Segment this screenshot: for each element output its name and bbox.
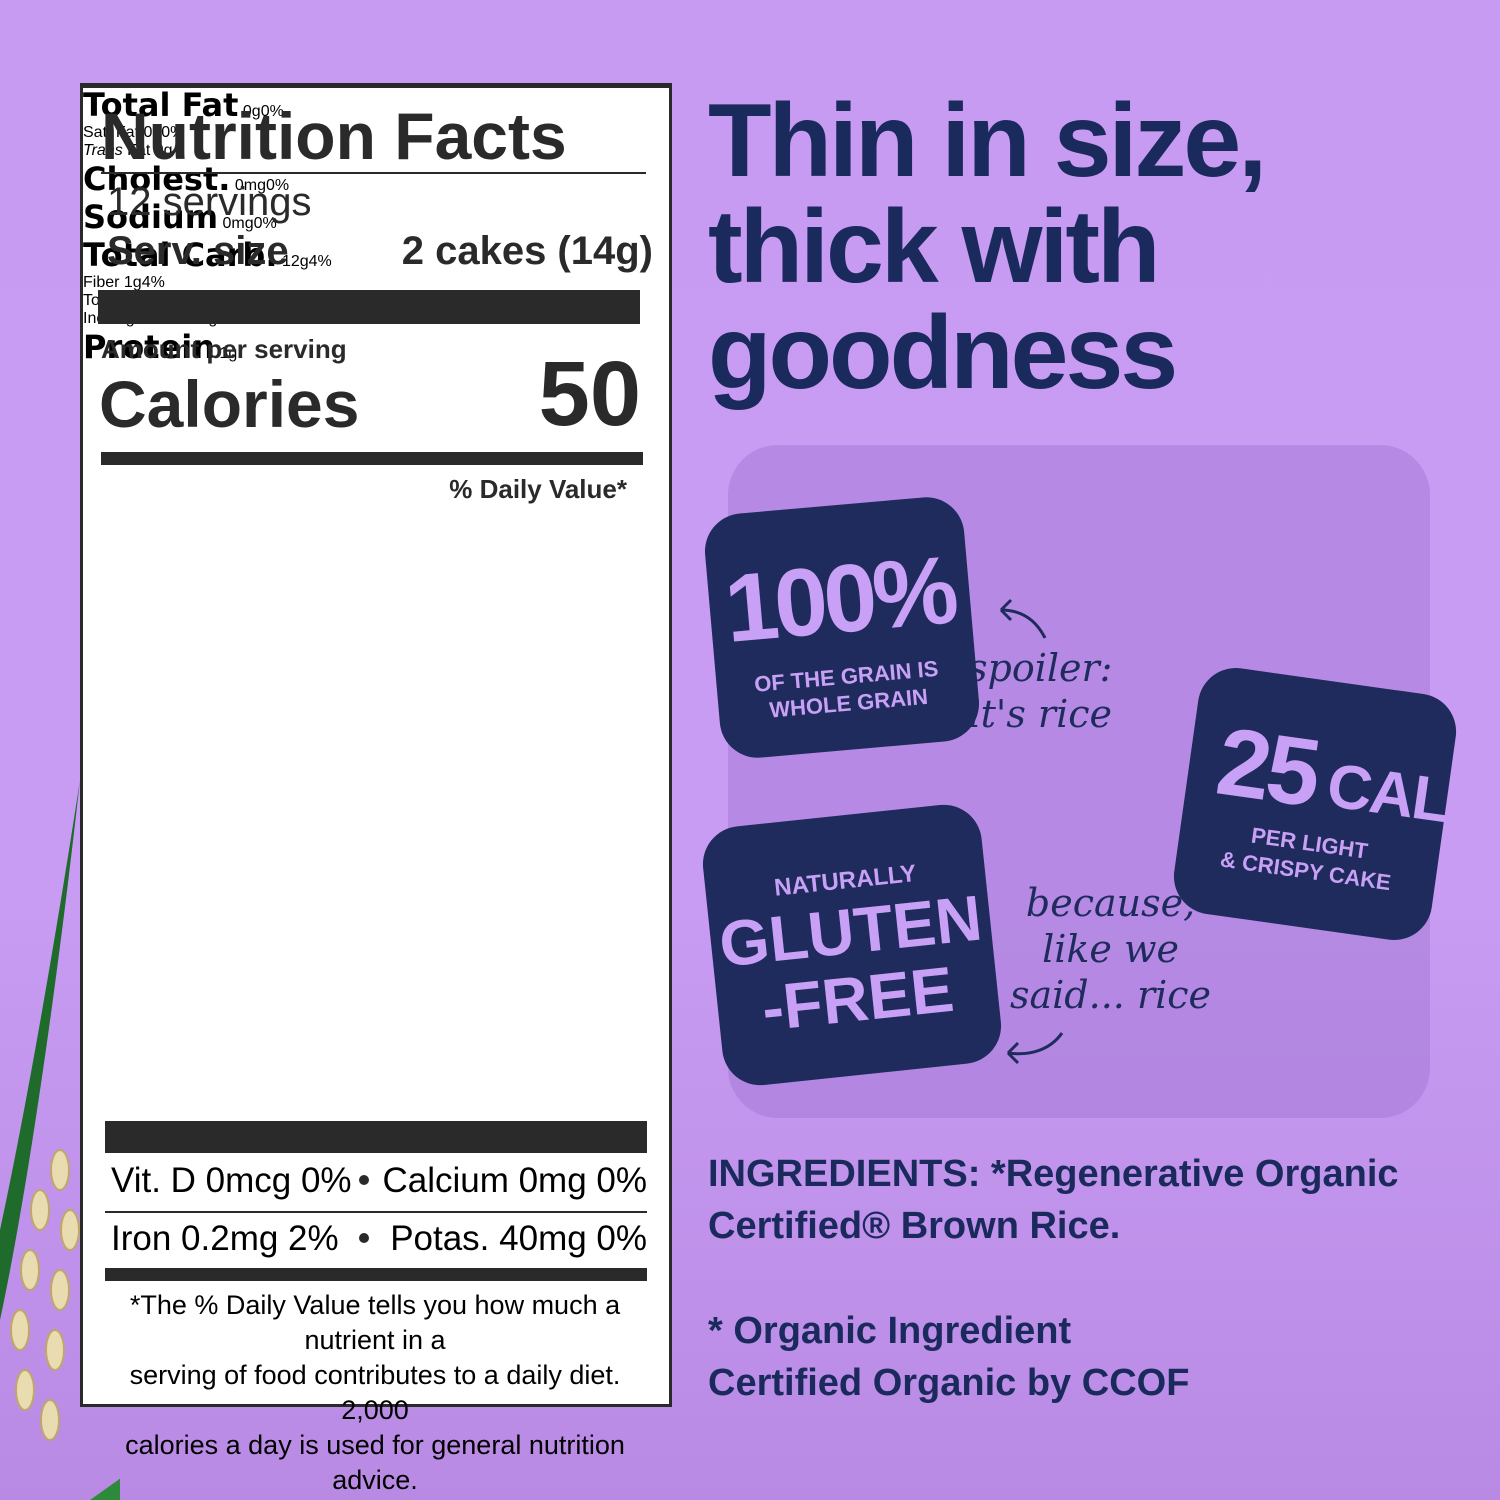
arrow	[1006, 1032, 1064, 1065]
rule	[101, 172, 646, 174]
servings: 12 servings	[107, 180, 312, 224]
bullet	[359, 1233, 369, 1243]
nutrient: Sat. Fat 0g	[83, 124, 161, 141]
headline-line: goodness	[708, 295, 1178, 411]
vitamin: Vit. D 0mcg 0%	[111, 1161, 352, 1200]
dv-header: % Daily Value*	[449, 474, 627, 504]
ingredients-note: * Organic Ingredient Certified Organic by…	[708, 1305, 1189, 1409]
line: Certified® Brown Rice.	[708, 1205, 1121, 1247]
amount-label: Amount per serving	[101, 334, 347, 364]
line: Certified Organic by CCOF	[708, 1362, 1190, 1404]
footnote-line: serving of food contributes to a daily d…	[129, 1360, 621, 1425]
nutrient-amount: 1g	[123, 274, 142, 291]
badge-unit: CAL	[1322, 750, 1453, 837]
rule	[101, 452, 643, 465]
nutrient-name: Trans	[83, 142, 123, 159]
line: spoiler:	[968, 646, 1113, 690]
nutrient-amount: 0mg	[234, 177, 266, 194]
nutrient-name: Total Fat	[83, 86, 239, 124]
nutrient: Total Carb. 12g	[83, 236, 309, 274]
serving-size-label: Serv. size	[107, 229, 289, 273]
nutrient: Protein 1g	[83, 328, 238, 366]
headline: Thin in size, thick with goodness	[708, 83, 1267, 411]
nutrient-name: Total Carb.	[83, 236, 278, 274]
headline-line: Thin in size,	[708, 83, 1267, 199]
footnote-line: calories a day is used for general nutri…	[125, 1430, 625, 1495]
footnote: *The % Daily Value tells you how much a …	[95, 1288, 655, 1498]
serving-size: 2 cakes (14g)	[401, 229, 653, 273]
nutrient-name: Sodium	[83, 198, 219, 236]
badge-whole-grain: 100% OF THE GRAIN IS WHOLE GRAIN	[701, 494, 983, 761]
nutrient-amount: 1g	[219, 345, 238, 362]
badge-note: spoiler: it's rice	[968, 645, 1112, 737]
vitamin: Calcium 0mg 0%	[382, 1161, 647, 1200]
daily-value: 4%	[308, 253, 332, 270]
line: it's rice	[968, 692, 1112, 736]
badge-lines: OF THE GRAIN IS WHOLE GRAIN	[716, 652, 980, 728]
badge-big: GLUTEN -FREE	[708, 882, 1001, 1048]
bullet	[359, 1175, 369, 1185]
badge-calories: 25 CAL PER LIGHT & CRISPY CAKE	[1169, 663, 1461, 945]
nutrient-amount: 0g	[242, 103, 261, 120]
nutrient-name: Fiber	[83, 274, 120, 291]
daily-value: 0%	[161, 124, 185, 141]
ingredients: INGREDIENTS: *Regenerative Organic Certif…	[708, 1148, 1399, 1252]
headline-line: thick with	[708, 189, 1161, 305]
nutrient-row: Protein 1g	[83, 86, 669, 366]
nutrient-name: Cholest.	[83, 160, 231, 198]
rule	[105, 1268, 647, 1281]
line: * Organic Ingredient	[708, 1310, 1072, 1352]
badge-big: 25	[1210, 707, 1324, 828]
title: Nutrition Facts	[101, 99, 567, 173]
daily-value: 4%	[141, 274, 165, 291]
nutrient-name: Sat. Fat	[83, 124, 140, 141]
badge-big: 100%	[720, 536, 959, 663]
nutrient-amount: 0mg	[222, 215, 254, 232]
line: because,	[1025, 881, 1196, 925]
daily-value: 0%	[266, 177, 290, 194]
badge-note: because, like we said... rice	[1010, 880, 1211, 1018]
line: INGREDIENTS: *Regenerative Organic	[708, 1153, 1399, 1195]
rule	[83, 86, 669, 88]
nutrient-amount: 0g	[143, 124, 162, 141]
footnote-line: *The % Daily Value tells you how much a …	[129, 1290, 621, 1355]
nutrient: Cholest. 0mg	[83, 160, 266, 198]
calories: 50	[538, 343, 641, 445]
line: said... rice	[1010, 973, 1212, 1017]
arrow	[999, 598, 1047, 639]
nutrient-name: Protein	[83, 328, 215, 366]
nutrient: Total Fat 0g	[83, 86, 261, 124]
line: like we	[1042, 927, 1179, 971]
thick-rule	[98, 290, 640, 324]
nutrient-amount: Fat 0g	[127, 142, 173, 159]
nutrient: Sodium 0mg	[83, 198, 254, 236]
nutrient-amount: 12g	[281, 253, 309, 270]
vitamin: Potas. 40mg 0%	[390, 1219, 647, 1258]
rice-plant	[0, 780, 120, 1500]
daily-value: 0%	[253, 215, 277, 232]
calories-label: Calories	[99, 367, 360, 441]
rule	[105, 1211, 647, 1213]
nutrient: Fiber 1g	[83, 274, 142, 291]
nutrient: Trans Fat 0g	[83, 142, 173, 159]
vitamin: Iron 0.2mg 2%	[111, 1219, 339, 1258]
daily-value: 0%	[260, 103, 284, 120]
thick-rule	[105, 1121, 647, 1153]
nutrition-label: Nutrition Facts 12 servings Serv. size 2…	[80, 83, 672, 1495]
badge-gluten: NATURALLY GLUTEN -FREE	[699, 801, 1005, 1089]
